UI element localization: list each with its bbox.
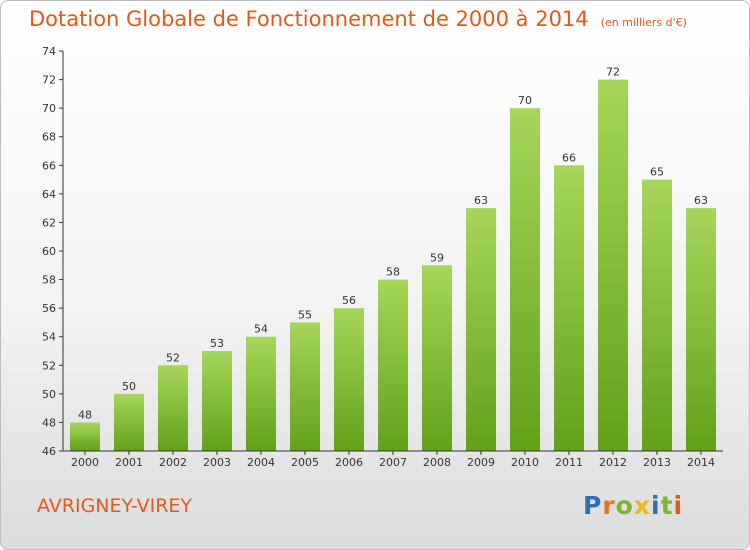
y-tick-label: 58 xyxy=(42,274,56,287)
bar-value-label: 52 xyxy=(166,351,180,364)
y-tick-label: 46 xyxy=(42,445,56,458)
logo-letter: o xyxy=(615,491,634,520)
x-tick-label: 2011 xyxy=(555,456,583,469)
chart-title: Dotation Globale de Fonctionnement de 20… xyxy=(29,7,589,31)
x-tick-label: 2010 xyxy=(511,456,539,469)
bar-value-label: 48 xyxy=(78,408,92,421)
bar-value-label: 50 xyxy=(122,380,136,393)
logo-letter: x xyxy=(633,491,651,520)
y-tick-label: 74 xyxy=(42,45,56,58)
bar-2003 xyxy=(202,351,232,451)
x-tick-label: 2014 xyxy=(687,456,715,469)
bar-2011 xyxy=(554,165,584,452)
y-tick-label: 62 xyxy=(42,216,56,229)
bar-value-label: 63 xyxy=(474,194,488,207)
y-tick-label: 64 xyxy=(42,188,56,201)
bar-value-label: 65 xyxy=(650,166,664,179)
bar-value-label: 55 xyxy=(298,308,312,321)
proxiti-logo: Proxiti xyxy=(583,491,683,520)
bar-value-label: 56 xyxy=(342,294,356,307)
bar-2010 xyxy=(510,108,540,452)
bar-2004 xyxy=(246,336,276,451)
y-tick-label: 54 xyxy=(42,331,56,344)
y-tick-label: 48 xyxy=(42,416,56,429)
bar-2007 xyxy=(378,279,408,451)
bar-value-label: 58 xyxy=(386,266,400,279)
logo-letter: r xyxy=(602,491,616,520)
bar-2013 xyxy=(642,179,672,452)
bar-2008 xyxy=(422,265,452,451)
bar-value-label: 66 xyxy=(562,151,576,164)
bar-value-label: 72 xyxy=(606,66,620,79)
commune-name: AVRIGNEY-VIREY xyxy=(37,495,193,517)
y-tick-label: 56 xyxy=(42,302,56,315)
bars: 48 50 52 53 54 55 56 58 59 63 70 66 72 65 63 xyxy=(70,66,716,452)
x-tick-label: 2006 xyxy=(335,456,363,469)
bar-value-label: 70 xyxy=(518,94,532,107)
x-tick-label: 2007 xyxy=(379,456,407,469)
x-tick-label: 2009 xyxy=(467,456,495,469)
bar-2006 xyxy=(334,308,364,451)
bar-value-label: 63 xyxy=(694,194,708,207)
x-tick-label: 2013 xyxy=(643,456,671,469)
logo-letter: i xyxy=(651,491,661,520)
y-tick-label: 50 xyxy=(42,388,56,401)
logo-letter: i xyxy=(673,491,684,520)
y-axis: 46 48 50 52 54 56 58 60 62 64 66 68 70 72 74 xyxy=(42,45,64,458)
bar-2012 xyxy=(598,79,628,452)
bar-value-label: 54 xyxy=(254,323,268,336)
y-tick-label: 60 xyxy=(42,245,56,258)
y-tick-label: 68 xyxy=(42,131,56,144)
x-tick-label: 2001 xyxy=(115,456,143,469)
bar-2001 xyxy=(114,393,144,451)
bar-2005 xyxy=(290,322,320,451)
x-axis: 2000 2001 2002 2003 2004 2005 2006 2007 2008 2009… xyxy=(63,450,723,469)
bar-value-label: 53 xyxy=(210,337,224,350)
logo-letter: t xyxy=(660,491,674,520)
logo-letter: P xyxy=(583,491,603,520)
x-tick-label: 2004 xyxy=(247,456,275,469)
x-tick-label: 2012 xyxy=(599,456,627,469)
chart-subtitle: (en milliers d'€) xyxy=(600,16,687,29)
bar-2000 xyxy=(70,422,100,451)
chart-title-block: Dotation Globale de Fonctionnement de 20… xyxy=(29,7,687,31)
x-tick-label: 2005 xyxy=(291,456,319,469)
bar-2002 xyxy=(158,365,188,451)
bar-value-label: 59 xyxy=(430,251,444,264)
x-tick-label: 2003 xyxy=(203,456,231,469)
y-tick-label: 70 xyxy=(42,102,56,115)
x-tick-label: 2002 xyxy=(159,456,187,469)
bar-2009 xyxy=(466,208,496,451)
bar-2014 xyxy=(686,208,716,451)
x-tick-label: 2008 xyxy=(423,456,451,469)
y-tick-label: 72 xyxy=(42,74,56,87)
y-tick-label: 52 xyxy=(42,359,56,372)
x-tick-label: 2000 xyxy=(71,456,99,469)
y-tick-label: 66 xyxy=(42,159,56,172)
